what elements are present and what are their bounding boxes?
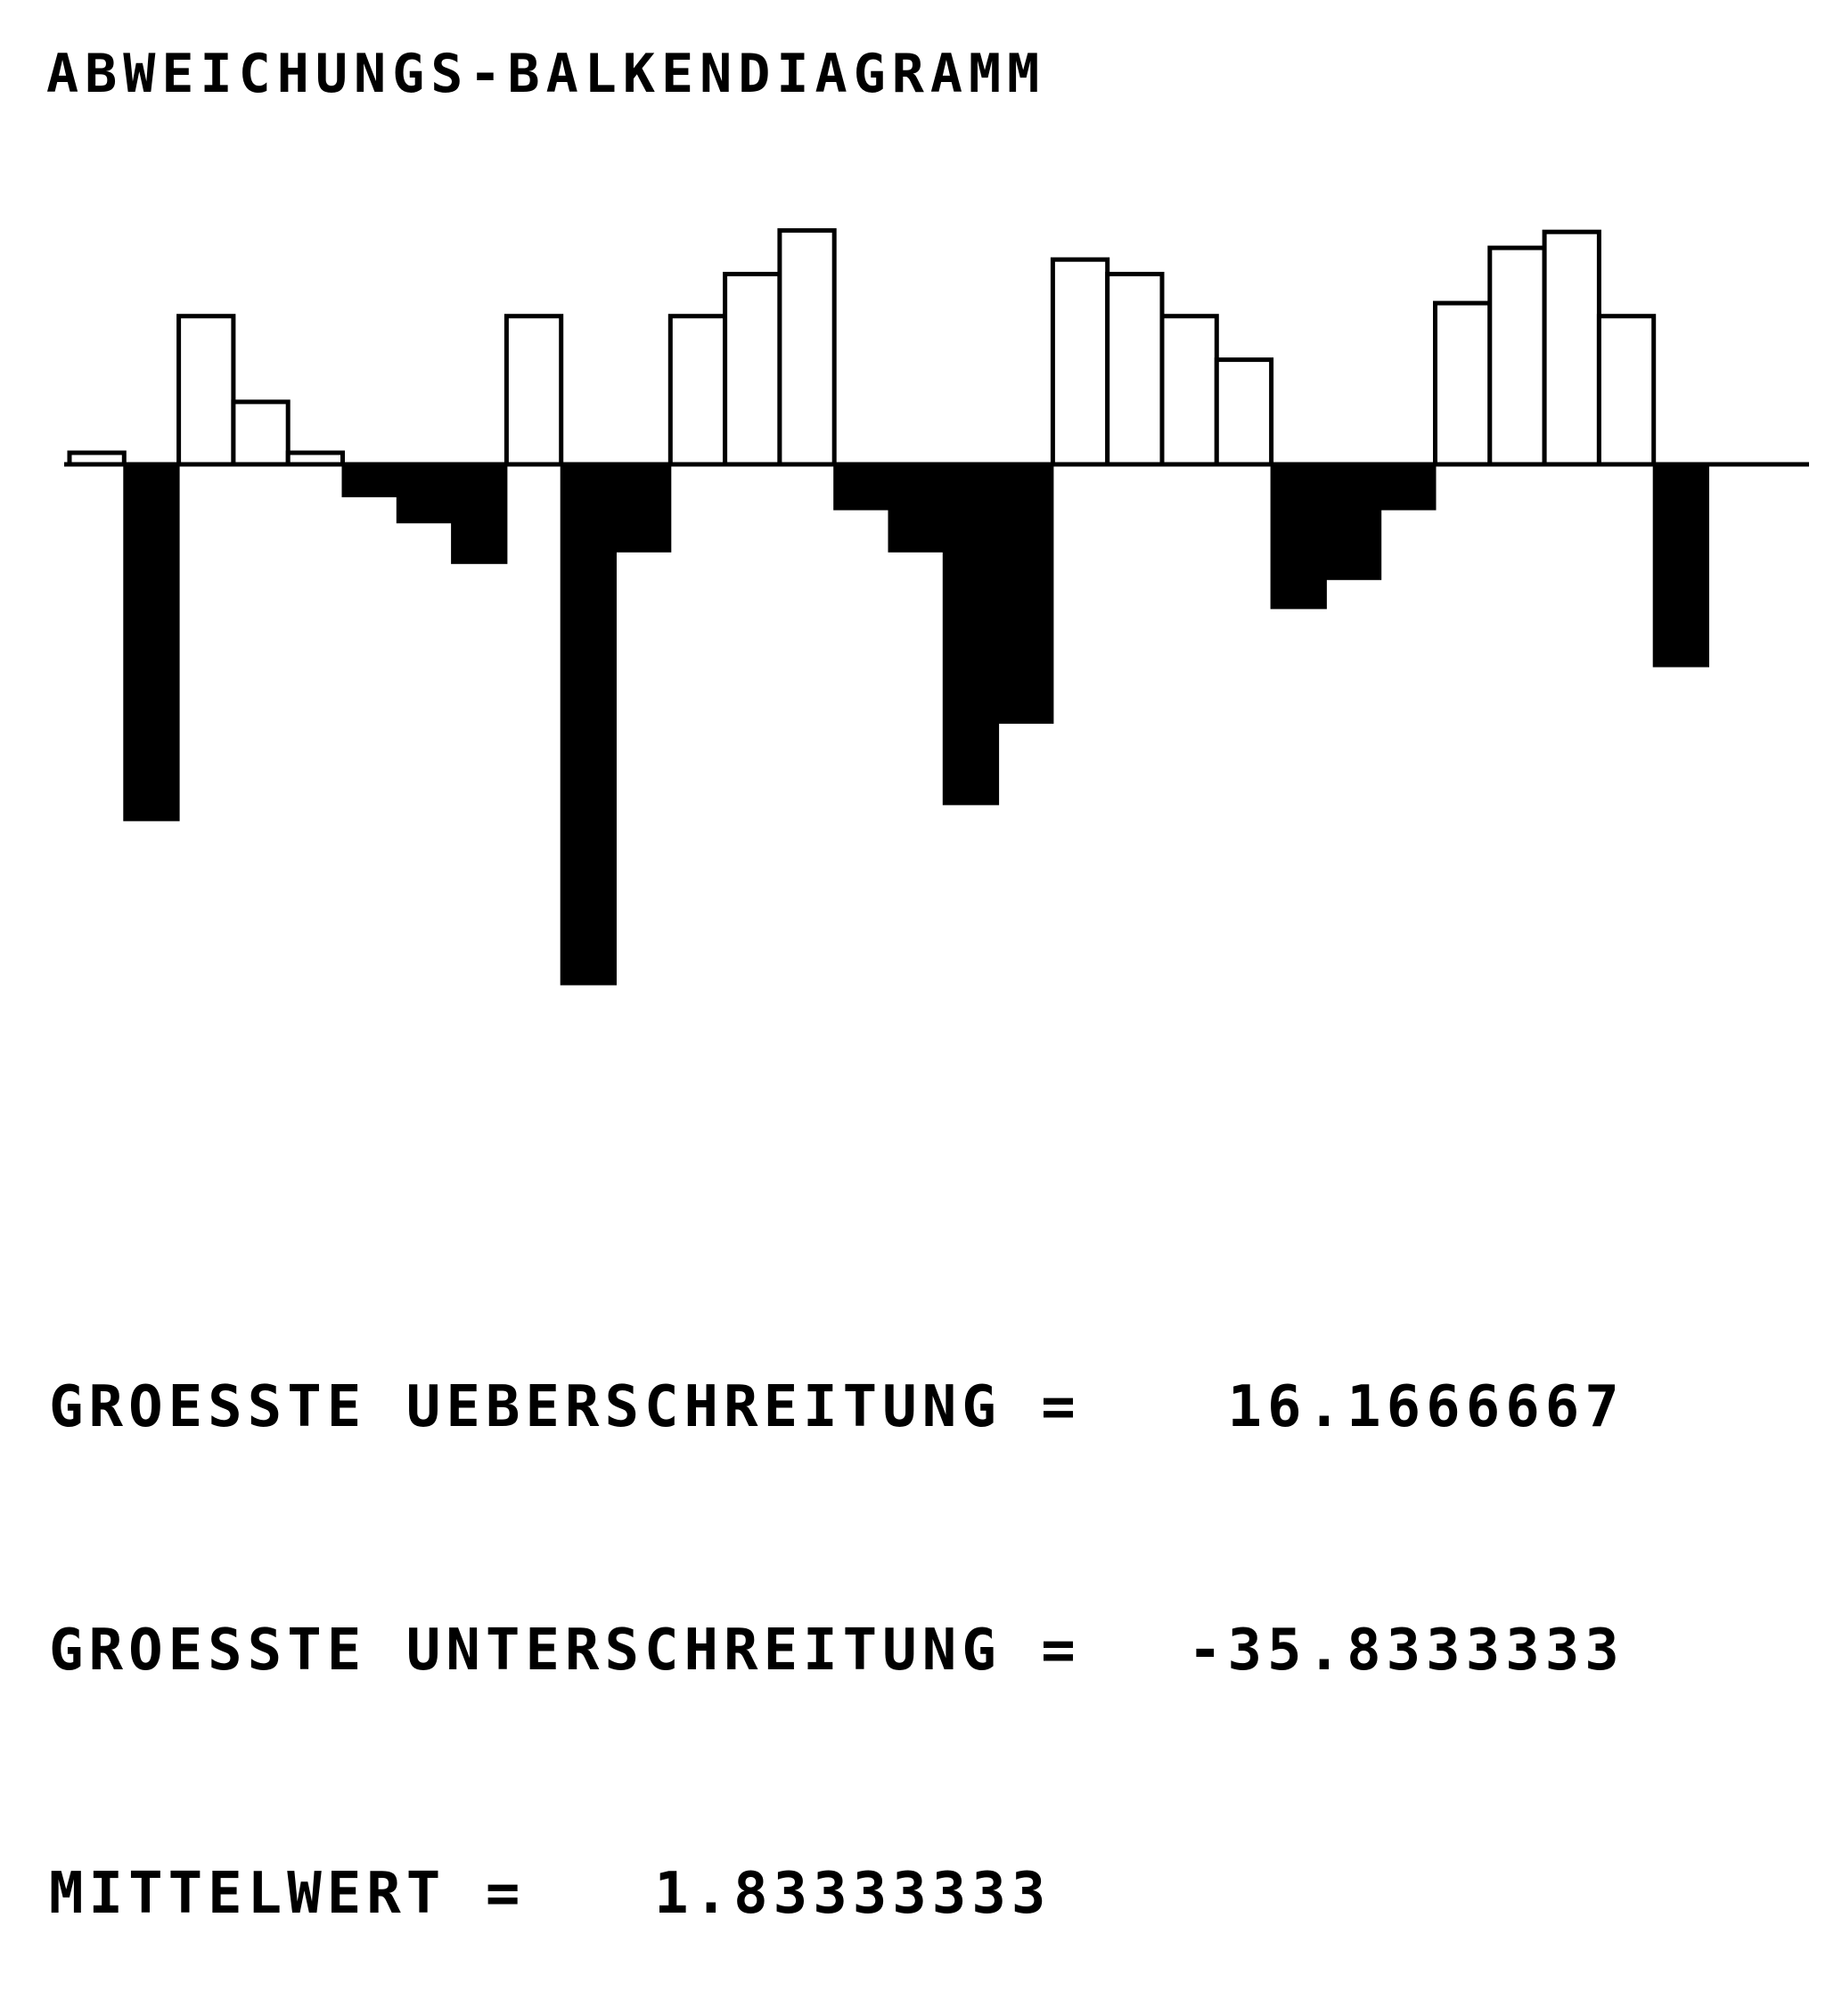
deviation-bar-chart xyxy=(64,228,1809,986)
bar-negative xyxy=(888,463,945,553)
mean-value: 1.83333333 xyxy=(654,1861,1052,1927)
bar-positive xyxy=(1050,257,1110,467)
bar-negative xyxy=(942,463,1000,806)
bar-negative xyxy=(997,463,1054,725)
bar-positive xyxy=(503,314,564,467)
bar-negative xyxy=(341,463,398,497)
bar-positive xyxy=(1487,245,1547,467)
bar-negative xyxy=(123,463,180,822)
mean-row: MITTELWERT = 1.83333333 xyxy=(49,1854,1625,1935)
max-exceedance-value: 16.1666667 xyxy=(1227,1374,1625,1440)
statistics-block: GROESSTE UEBERSCHREITUNG = 16.1666667 GRO… xyxy=(49,1205,1625,2016)
bar-positive xyxy=(1433,300,1493,467)
bar-positive xyxy=(1596,314,1657,467)
mean-label: MITTELWERT = xyxy=(49,1861,526,1927)
bar-positive xyxy=(1214,357,1274,467)
bar-negative xyxy=(615,463,672,553)
bar-negative xyxy=(1324,463,1382,580)
max-exceedance-label: GROESSTE UEBERSCHREITUNG = xyxy=(49,1374,1081,1440)
max-shortfall-row: GROESSTE UNTERSCHREITUNG = -35.8333333 xyxy=(49,1610,1625,1692)
bar-positive xyxy=(777,228,837,467)
max-shortfall-label: GROESSTE UNTERSCHREITUNG = xyxy=(49,1618,1081,1684)
bar-positive xyxy=(723,272,782,467)
bar-positive xyxy=(176,314,236,467)
max-exceedance-row: GROESSTE UEBERSCHREITUNG = 16.1666667 xyxy=(49,1367,1625,1448)
bar-positive xyxy=(1542,229,1601,467)
bar-negative xyxy=(1652,463,1709,668)
bar-negative xyxy=(396,463,454,524)
bar-negative xyxy=(560,463,618,986)
bar-negative xyxy=(833,463,890,511)
bar-positive xyxy=(1105,272,1165,467)
max-shortfall-value: -35.8333333 xyxy=(1187,1618,1625,1684)
bar-positive xyxy=(667,314,728,467)
bar-positive xyxy=(231,399,291,467)
chart-title: ABWEICHUNGS-BALKENDIAGRAMM xyxy=(46,43,1046,105)
bar-negative xyxy=(1379,463,1437,511)
bar-negative xyxy=(451,463,508,564)
bar-negative xyxy=(1270,463,1327,610)
bar-positive xyxy=(1159,314,1219,467)
